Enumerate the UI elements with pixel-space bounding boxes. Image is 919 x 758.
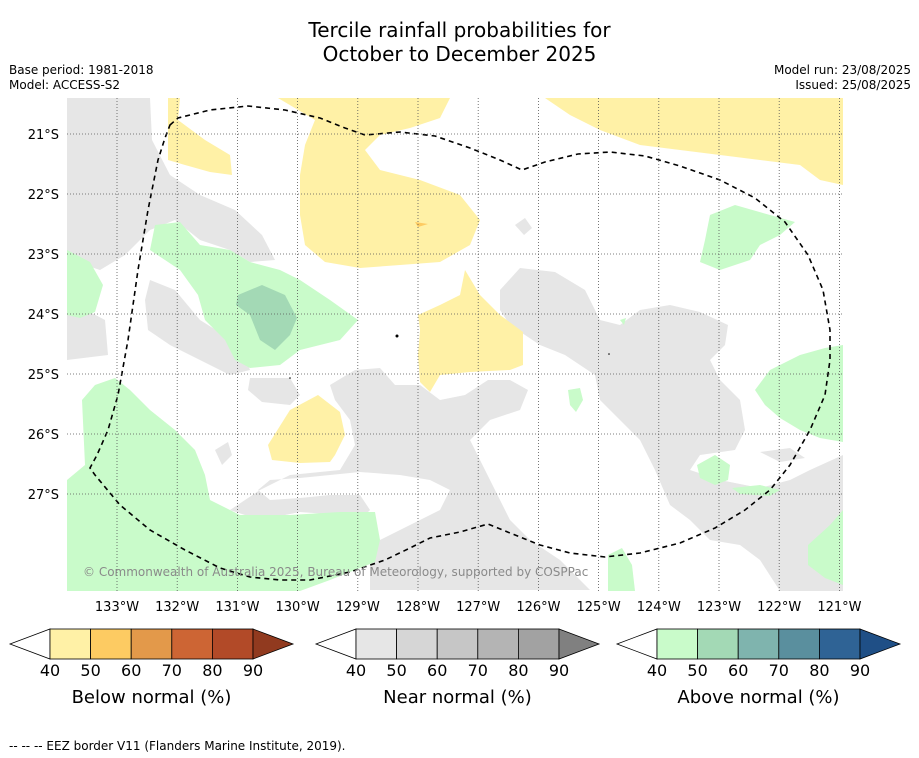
latitude-labels: 21°S 22°S 23°S 24°S 25°S 26°S 27°S <box>28 128 59 503</box>
lon-label: 124°W <box>637 600 681 615</box>
lat-label: 27°S <box>28 488 59 503</box>
colorbar-swatch <box>49 628 91 660</box>
lon-label: 128°W <box>396 600 440 615</box>
colorbar: 40 50 60 70 80 90 Above normal (%) <box>615 628 902 708</box>
above-normal-50-area <box>236 285 297 350</box>
colorbar-tick: 90 <box>549 661 569 680</box>
lon-label: 123°W <box>697 600 741 615</box>
colorbar-swatch <box>819 628 861 660</box>
colorbar-over-arrow <box>558 628 601 660</box>
lon-label: 127°W <box>456 600 500 615</box>
colorbar-swatch <box>355 628 397 660</box>
eez-border <box>89 105 831 581</box>
colorbar-tick: 70 <box>162 661 182 680</box>
colorbar-swatch <box>778 628 820 660</box>
colorbar-swatch <box>436 628 479 660</box>
lat-label: 23°S <box>28 248 59 263</box>
colorbar-swatch <box>477 628 519 660</box>
lon-label: 125°W <box>577 600 621 615</box>
colorbar-tick: 50 <box>386 661 406 680</box>
colorbar-swatch <box>737 628 780 660</box>
colorbar-swatch <box>656 628 698 660</box>
colorbar-tick: 90 <box>243 661 263 680</box>
lat-label: 21°S <box>28 128 59 143</box>
colorbar-under-arrow <box>314 628 357 660</box>
lon-label: 130°W <box>276 600 320 615</box>
model-name: Model: ACCESS-S2 <box>9 78 121 92</box>
lon-label: 131°W <box>215 600 259 615</box>
colorbar-tick: 50 <box>80 661 100 680</box>
colorbar-under-arrow <box>615 628 658 660</box>
colorbar-tick: 40 <box>346 661 366 680</box>
lon-label: 121°W <box>817 600 861 615</box>
base-period: Base period: 1981-2018 <box>9 63 154 77</box>
colorbar-tick: 60 <box>728 661 748 680</box>
colorbar-swatch <box>171 628 213 660</box>
colorbar-tick: 40 <box>40 661 60 680</box>
lon-label: 132°W <box>155 600 199 615</box>
lon-label: 133°W <box>95 600 139 615</box>
model-run: Model run: 23/08/2025 <box>773 63 911 77</box>
colorbar-tick: 60 <box>427 661 447 680</box>
colorbar-over-arrow <box>252 628 295 660</box>
lat-label: 26°S <box>28 428 59 443</box>
colorbar-under-arrow <box>8 628 51 660</box>
lon-label: 129°W <box>336 600 380 615</box>
lat-label: 22°S <box>28 188 59 203</box>
colorbar-swatch <box>130 628 173 660</box>
copyright-notice: © Commonwealth of Australia 2025, Bureau… <box>83 565 589 579</box>
colorbar-title: Below normal (%) <box>72 687 232 708</box>
colorbar-over-arrow <box>859 628 902 660</box>
lat-label: 24°S <box>28 308 59 323</box>
title-line-1: Tercile rainfall probabilities for <box>308 18 611 42</box>
colorbar: 40 50 60 70 80 90 Below normal (%) <box>8 628 295 708</box>
colorbars: 40 50 60 70 80 90 Below normal (%) 40 50 60 70 80 90… <box>8 628 902 708</box>
colorbar-swatch <box>90 628 132 660</box>
below-normal-areas <box>168 98 843 463</box>
colorbar-tick: 50 <box>687 661 707 680</box>
colorbar-title: Near normal (%) <box>383 687 532 708</box>
lat-label: 25°S <box>28 368 59 383</box>
colorbar-tick: 70 <box>769 661 789 680</box>
colorbar-tick: 40 <box>647 661 667 680</box>
colorbar-tick: 80 <box>809 661 829 680</box>
colorbar: 40 50 60 70 80 90 Near normal (%) <box>314 628 601 708</box>
map-title: Tercile rainfall probabilities for Octob… <box>0 18 919 66</box>
colorbar-tick: 90 <box>850 661 870 680</box>
colorbar-tick: 60 <box>121 661 141 680</box>
colorbar-tick: 80 <box>508 661 528 680</box>
gridlines <box>67 98 843 591</box>
issued-date: Issued: 25/08/2025 <box>795 78 911 92</box>
lon-label: 122°W <box>757 600 801 615</box>
map-region <box>67 98 843 591</box>
meta-left: Base period: 1981-2018 Model: ACCESS-S2 <box>9 63 154 93</box>
colorbar-swatch <box>396 628 438 660</box>
colorbar-title: Above normal (%) <box>677 687 839 708</box>
eez-footnote: -- -- -- EEZ border V11 (Flanders Marine… <box>9 739 346 753</box>
small-island-marks <box>289 334 610 379</box>
colorbar-swatch <box>697 628 739 660</box>
colorbar-tick: 70 <box>468 661 488 680</box>
below-normal-50-area <box>415 222 428 227</box>
title-line-2: October to December 2025 <box>322 42 597 66</box>
lon-label: 126°W <box>516 600 560 615</box>
colorbar-swatch <box>518 628 560 660</box>
colorbar-tick: 80 <box>202 661 222 680</box>
longitude-labels: 133°W 132°W 131°W 130°W 129°W 128°W 127°W 126°W… <box>95 600 862 615</box>
meta-right: Model run: 23/08/2025 Issued: 25/08/2025 <box>774 63 911 93</box>
colorbar-swatch <box>211 628 254 660</box>
